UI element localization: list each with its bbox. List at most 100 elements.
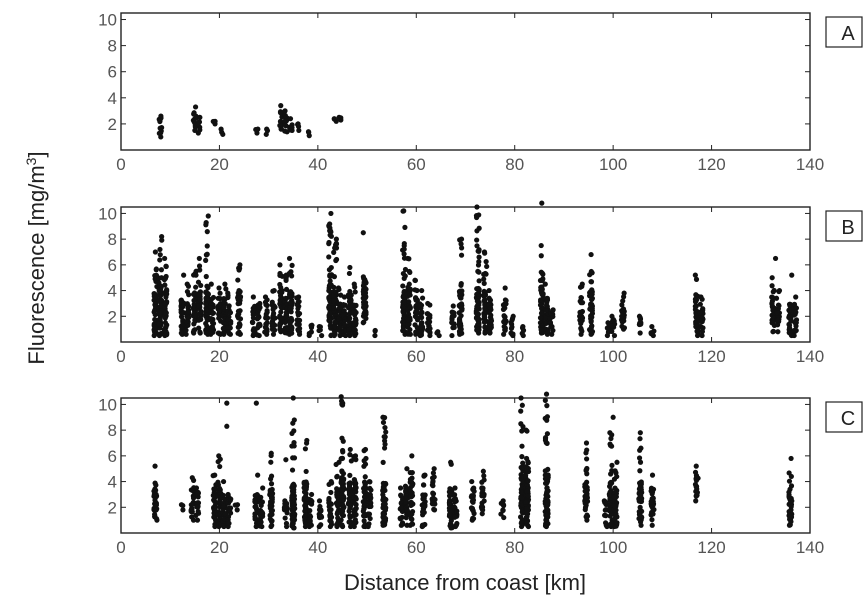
data-point — [326, 503, 332, 510]
data-point — [525, 469, 531, 475]
x-tick-label: 40 — [308, 347, 327, 366]
data-point — [340, 470, 347, 477]
data-point — [283, 277, 289, 283]
data-point — [220, 478, 227, 485]
data-point — [326, 481, 332, 488]
data-point — [524, 482, 531, 488]
data-point — [208, 296, 215, 302]
data-point — [432, 501, 438, 507]
data-point — [157, 303, 164, 309]
data-point — [457, 329, 463, 335]
data-point — [457, 237, 463, 243]
data-point — [381, 522, 387, 528]
data-point — [296, 321, 302, 328]
data-point — [367, 479, 373, 485]
data-point — [351, 326, 357, 332]
data-point — [476, 248, 482, 254]
data-point — [339, 502, 345, 508]
data-point — [217, 463, 223, 470]
data-point — [157, 246, 163, 253]
data-point — [368, 503, 374, 509]
data-point — [334, 490, 340, 496]
data-point — [226, 303, 232, 309]
data-point — [693, 310, 699, 316]
data-point — [255, 315, 261, 321]
data-point — [609, 328, 615, 334]
data-point — [347, 315, 353, 321]
data-point — [203, 330, 209, 336]
data-point — [268, 481, 275, 487]
data-point — [318, 522, 324, 528]
data-point — [328, 519, 334, 525]
data-point — [636, 496, 642, 503]
data-point — [584, 456, 590, 462]
data-point — [318, 508, 324, 514]
data-point — [339, 455, 346, 461]
data-point — [307, 515, 313, 521]
data-point — [607, 513, 613, 519]
data-point — [326, 267, 333, 273]
data-point — [282, 108, 288, 114]
data-point — [262, 329, 268, 335]
data-point — [289, 522, 295, 528]
y-tick-label: 6 — [108, 447, 117, 466]
data-point — [419, 295, 426, 301]
data-point — [589, 323, 595, 329]
data-point — [544, 473, 550, 480]
data-point — [158, 267, 165, 273]
data-point — [482, 328, 488, 334]
data-point — [195, 279, 202, 285]
data-point — [544, 431, 551, 437]
data-point — [217, 290, 223, 296]
data-point — [447, 497, 453, 503]
x-tick-label: 80 — [505, 538, 524, 557]
x-tick-label: 40 — [308, 538, 327, 557]
data-point — [190, 477, 197, 483]
data-point — [265, 315, 271, 321]
data-point — [788, 473, 794, 480]
data-point — [474, 228, 480, 234]
data-point — [699, 328, 705, 335]
data-point — [284, 510, 290, 516]
data-point — [539, 200, 545, 206]
panel-label-box — [825, 16, 863, 48]
data-point — [498, 500, 504, 506]
data-point — [382, 424, 388, 431]
data-point — [451, 504, 457, 510]
data-point — [339, 508, 345, 514]
data-point — [614, 520, 620, 526]
data-point — [193, 284, 199, 290]
data-point — [786, 478, 793, 484]
data-point — [475, 285, 482, 292]
data-point — [381, 415, 388, 421]
data-point — [413, 329, 419, 335]
data-point — [607, 483, 613, 489]
data-point — [458, 295, 464, 301]
data-point — [204, 311, 210, 317]
data-point — [519, 428, 525, 434]
x-tick-label: 60 — [407, 347, 426, 366]
data-point — [198, 308, 204, 315]
data-point — [257, 520, 263, 526]
data-point — [424, 327, 431, 333]
y-tick-label: 8 — [108, 230, 117, 249]
data-point — [346, 326, 352, 333]
data-point — [693, 498, 699, 504]
data-point — [544, 440, 550, 446]
data-point — [381, 434, 387, 440]
data-point — [316, 498, 323, 504]
data-point — [524, 519, 530, 526]
x-tick-label: 120 — [697, 155, 725, 174]
data-point — [152, 249, 158, 255]
data-point — [361, 319, 367, 325]
data-point — [611, 332, 618, 339]
data-point — [589, 296, 595, 303]
data-point — [402, 273, 408, 279]
data-point — [288, 315, 294, 322]
data-point — [791, 332, 797, 339]
data-point — [619, 313, 625, 319]
data-point — [474, 237, 480, 243]
data-point — [418, 324, 424, 330]
